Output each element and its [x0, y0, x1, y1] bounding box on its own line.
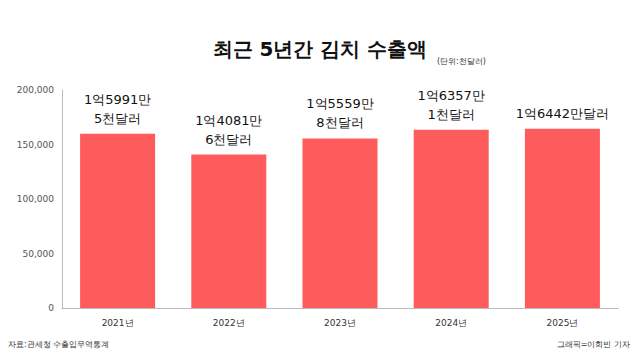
svg-text:6천달러: 6천달러 — [205, 132, 252, 147]
svg-text:그래픽=이희빈 기자: 그래픽=이희빈 기자 — [557, 340, 630, 349]
svg-text:2024년: 2024년 — [435, 318, 467, 328]
svg-text:5천달러: 5천달러 — [94, 111, 141, 126]
svg-text:1억4081만: 1억4081만 — [195, 113, 262, 128]
svg-text:2021년: 2021년 — [102, 318, 134, 328]
svg-text:0: 0 — [48, 303, 54, 313]
svg-text:100,000: 100,000 — [17, 194, 54, 204]
svg-text:1억6442만달러: 1억6442만달러 — [516, 106, 609, 121]
svg-text:(단위:천달러): (단위:천달러) — [437, 57, 486, 66]
svg-text:150,000: 150,000 — [17, 140, 54, 150]
svg-text:200,000: 200,000 — [17, 85, 54, 95]
svg-text:1천달러: 1천달러 — [428, 107, 475, 122]
svg-text:8천달러: 8천달러 — [316, 115, 363, 130]
svg-text:1억5991만: 1억5991만 — [84, 92, 151, 107]
svg-text:50,000: 50,000 — [23, 249, 55, 259]
svg-text:2022년: 2022년 — [213, 318, 245, 328]
svg-text:2023년: 2023년 — [324, 318, 356, 328]
svg-text:2025년: 2025년 — [546, 318, 578, 328]
svg-text:자료:관세청 수출입무역통계: 자료:관세청 수출입무역통계 — [8, 340, 109, 349]
svg-text:최근 5년간 김치 수출액: 최근 5년간 김치 수출액 — [213, 37, 428, 61]
svg-text:1억6357만: 1억6357만 — [418, 88, 485, 103]
svg-text:1억5559만: 1억5559만 — [306, 96, 373, 111]
